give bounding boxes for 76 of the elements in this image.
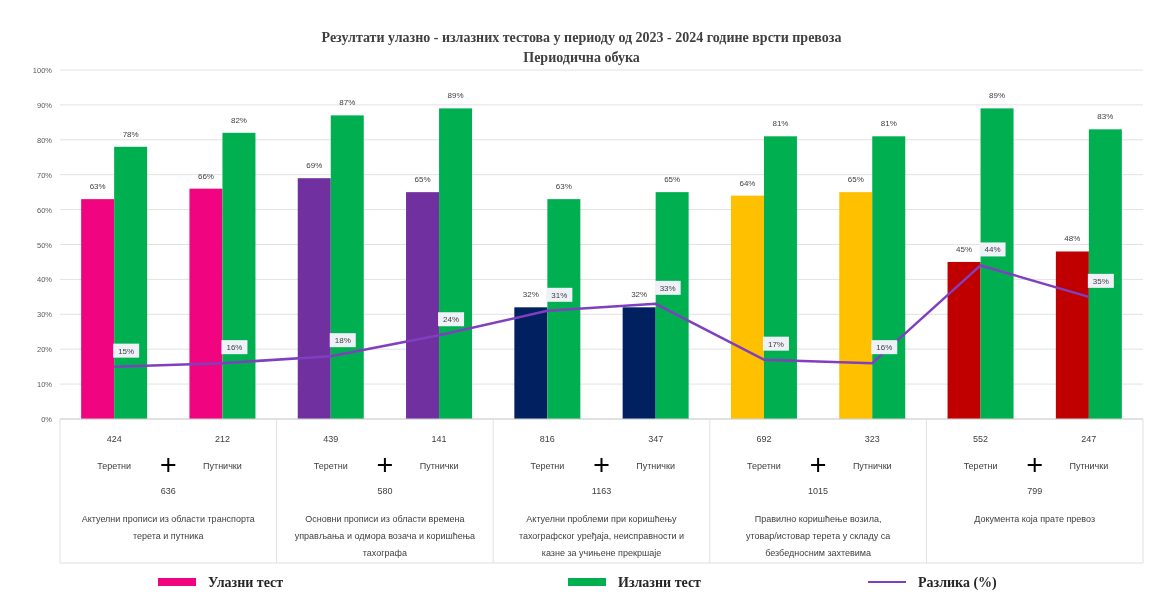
data-label: 24% [443, 315, 460, 325]
data-label: 32% [522, 290, 539, 300]
data-label: 89% [989, 91, 1006, 101]
data-label: 87% [339, 98, 356, 108]
text: Документа која прате превоз [974, 514, 1096, 524]
data-label: 31% [551, 290, 568, 300]
bar [1055, 251, 1089, 419]
text: 1015 [808, 486, 829, 496]
data-label: 35% [1092, 276, 1109, 286]
category-label: 212 Путнички [203, 434, 242, 471]
line-series [112, 264, 1091, 368]
bar [1088, 129, 1122, 419]
data-label: 89% [447, 91, 464, 101]
text: Актуелни проблеми при коришћењу тахографског уређаја, неисправности и казне за учињене прекршаје [518, 514, 685, 558]
bar [655, 192, 689, 419]
legend-label: Излазни тест [618, 575, 702, 590]
text: Правилно коришћење возила, утовар/истовар терета у складу са безбедносним захтевима [745, 514, 891, 558]
data-label: 32% [631, 290, 648, 300]
data-label: 69% [306, 161, 323, 171]
data-label: 81% [880, 119, 897, 129]
bar [622, 307, 656, 419]
data-label: 65% [664, 175, 681, 185]
data-label: 48% [1064, 234, 1081, 244]
category-label: 439 Теретни [313, 434, 348, 471]
data-label: 63% [555, 182, 572, 192]
data-label: 65% [414, 175, 431, 185]
bar [947, 261, 981, 419]
data-label: 78% [122, 129, 139, 139]
text: 1163 [591, 486, 612, 496]
category-label: 692 Теретни [747, 434, 781, 471]
bar [730, 195, 764, 419]
data-label: 81% [772, 119, 789, 129]
text: Основни прописи из области времена управљања и одмора возача и коришћења тахографа [294, 514, 476, 558]
category-label: 424 Теретни [97, 434, 132, 471]
bar [330, 115, 364, 419]
bar [81, 199, 115, 419]
legend-label: Улазни тест [208, 575, 284, 590]
data-label: 82% [230, 115, 247, 125]
legend-label: Разлика (%) [918, 575, 998, 591]
category-label: 323 Путнички [852, 434, 892, 471]
data-label: 65% [847, 175, 864, 185]
bar [514, 307, 548, 419]
bar [297, 178, 331, 419]
bar [763, 136, 797, 419]
data-label: 83% [1097, 112, 1114, 122]
category-label: 247 Путнички [1069, 434, 1109, 471]
text: 580 [377, 486, 393, 496]
bar [222, 132, 256, 419]
bar [547, 199, 581, 419]
bar [839, 192, 873, 419]
data-label: 44% [984, 245, 1001, 255]
category-label: 141 Путнички [419, 434, 459, 471]
category-label: 552 Теретни [963, 434, 998, 471]
bar [439, 108, 473, 419]
data-label: 16% [226, 343, 243, 353]
category-label: 816 Теретни [530, 434, 565, 471]
data-label: 15% [118, 346, 135, 356]
data-label: 66% [197, 171, 214, 181]
text: Актуелни прописи из области транспорта терета и путника [81, 514, 255, 541]
data-label: 64% [739, 178, 756, 188]
data-label: 33% [659, 283, 676, 293]
chart-title: Резултати улазно - излазних тестова у периоду од 2023 - 2024 године врсти превоза [321, 30, 842, 45]
data-label: 63% [89, 182, 106, 192]
data-label: 45% [956, 244, 973, 254]
data-label: 16% [876, 343, 893, 353]
bar [980, 108, 1014, 419]
data-label: 17% [767, 339, 784, 349]
bar [872, 136, 906, 419]
text: 799 [1027, 486, 1043, 496]
category-label: 347 Путнички [636, 434, 676, 471]
chart-subtitle: Периодична обука [523, 50, 640, 65]
bar [114, 146, 148, 419]
bar [189, 188, 223, 419]
bar [406, 192, 440, 419]
data-label: 18% [334, 336, 351, 346]
text: 636 [160, 486, 176, 496]
